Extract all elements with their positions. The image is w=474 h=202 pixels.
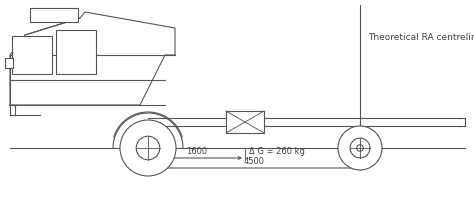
Circle shape [357, 145, 363, 151]
Bar [12, 36, 52, 74]
Circle shape [338, 126, 382, 170]
Circle shape [136, 136, 160, 160]
Bar [30, 8, 78, 22]
Bar [56, 30, 96, 74]
Text: 1600: 1600 [186, 147, 207, 156]
Bar [226, 111, 264, 133]
Circle shape [120, 120, 176, 176]
Text: Δ G = 260 kg: Δ G = 260 kg [249, 147, 305, 156]
Bar [5, 58, 13, 68]
Text: 4500: 4500 [244, 157, 264, 166]
Circle shape [350, 138, 370, 158]
Text: Theoretical RA centreline: Theoretical RA centreline [368, 34, 474, 42]
